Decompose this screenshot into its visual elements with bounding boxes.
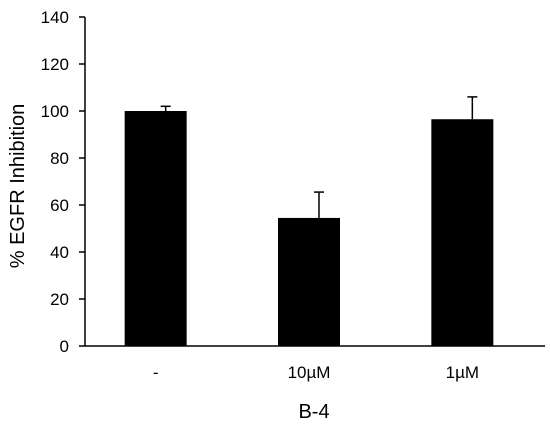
bars	[124, 111, 494, 346]
error-bars	[160, 96, 478, 218]
x-tick-label: -	[153, 363, 159, 382]
y-tick-label: 40	[50, 243, 69, 262]
y-axis-title: % EGFR Inhibition	[7, 104, 29, 269]
bar	[124, 111, 187, 346]
x-tick-label: 1µM	[446, 363, 479, 382]
y-tick-label: 120	[41, 55, 69, 74]
x-axis-title: B-4	[298, 401, 329, 423]
y-tick-label: 80	[50, 149, 69, 168]
bar	[431, 119, 494, 346]
x-tick-label: 10µM	[288, 363, 331, 382]
y-axis: 0 20 40 60 80 100 120 140	[41, 8, 86, 356]
y-tick-label: 0	[60, 337, 69, 356]
x-axis: - 10µM 1µM	[85, 345, 545, 382]
y-tick-label: 140	[41, 8, 69, 27]
bar	[278, 217, 340, 346]
y-tick-label: 100	[41, 102, 69, 121]
y-tick-label: 20	[50, 290, 69, 309]
y-tick-label: 60	[50, 196, 69, 215]
